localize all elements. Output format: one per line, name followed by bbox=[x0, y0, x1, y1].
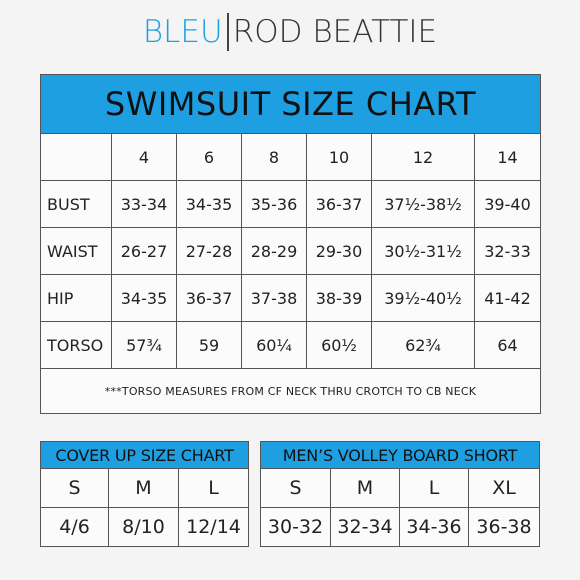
table-cell: 27-28 bbox=[176, 227, 242, 275]
brand-logo: BLEU ROD BEATTIE bbox=[0, 12, 580, 52]
table-cell: 36-37 bbox=[176, 274, 242, 322]
size-header-row: S M L bbox=[40, 468, 249, 508]
empty-corner-cell bbox=[40, 133, 112, 181]
size-header: 8 bbox=[241, 133, 307, 181]
size-header: L bbox=[399, 468, 469, 508]
table-cell: 8/10 bbox=[108, 507, 179, 547]
size-header: XL bbox=[467, 468, 541, 508]
table-cell: 4/6 bbox=[40, 507, 109, 547]
size-header: M bbox=[108, 468, 179, 508]
cover-up-chart-title: COVER UP SIZE CHART bbox=[40, 441, 249, 469]
table-cell: 33-34 bbox=[111, 180, 177, 228]
brand-bleu: BLEU bbox=[142, 14, 223, 50]
table-cell: 32-33 bbox=[474, 227, 541, 275]
size-header-row: 4 6 8 10 12 14 bbox=[40, 133, 541, 181]
table-cell: 34-36 bbox=[399, 507, 469, 547]
table-row: WAIST 26-27 27-28 28-29 29-30 30½-31½ 32… bbox=[40, 227, 541, 275]
size-header: L bbox=[178, 468, 249, 508]
torso-note: ***TORSO MEASURES FROM CF NECK THRU CROT… bbox=[40, 368, 541, 414]
table-row: 30-32 32-34 34-36 36-38 bbox=[260, 507, 541, 547]
table-cell: 37-38 bbox=[241, 274, 307, 322]
size-header: 12 bbox=[371, 133, 475, 181]
table-row: 4/6 8/10 12/14 bbox=[40, 507, 249, 547]
table-cell: 30½-31½ bbox=[371, 227, 475, 275]
table-cell: 60½ bbox=[306, 321, 372, 369]
table-cell: 34-35 bbox=[111, 274, 177, 322]
table-cell: 36-37 bbox=[306, 180, 372, 228]
table-cell: 59 bbox=[176, 321, 242, 369]
volley-chart-title: MEN’S VOLLEY BOARD SHORT bbox=[259, 441, 541, 469]
table-cell: 62¾ bbox=[371, 321, 475, 369]
row-label: HIP bbox=[40, 274, 112, 322]
table-cell: 12/14 bbox=[178, 507, 249, 547]
brand-divider bbox=[226, 13, 229, 51]
table-cell: 36-38 bbox=[467, 507, 541, 547]
table-cell: 26-27 bbox=[111, 227, 177, 275]
table-cell: 39-40 bbox=[474, 180, 541, 228]
size-header: S bbox=[40, 468, 109, 508]
table-cell: 39½-40½ bbox=[371, 274, 475, 322]
table-cell: 37½-38½ bbox=[371, 180, 475, 228]
size-header: 4 bbox=[111, 133, 177, 181]
brand-rod-beattie: ROD BEATTIE bbox=[232, 14, 438, 50]
swimsuit-size-chart: SWIMSUIT SIZE CHART 4 6 8 10 12 14 BUST … bbox=[40, 74, 541, 414]
table-row: BUST 33-34 34-35 35-36 36-37 37½-38½ 39-… bbox=[40, 180, 541, 228]
table-cell: 38-39 bbox=[306, 274, 372, 322]
size-header: S bbox=[260, 468, 331, 508]
table-cell: 64 bbox=[474, 321, 541, 369]
row-label: WAIST bbox=[40, 227, 112, 275]
size-header: 6 bbox=[176, 133, 242, 181]
size-header: 14 bbox=[474, 133, 541, 181]
size-header-row: S M L XL bbox=[260, 468, 541, 508]
size-header: M bbox=[330, 468, 400, 508]
table-cell: 35-36 bbox=[241, 180, 307, 228]
volley-board-short-chart: MEN’S VOLLEY BOARD SHORT S M L XL 30-32 … bbox=[259, 441, 541, 547]
table-cell: 32-34 bbox=[330, 507, 400, 547]
row-label: TORSO bbox=[40, 321, 112, 369]
table-cell: 30-32 bbox=[260, 507, 331, 547]
table-cell: 57¾ bbox=[111, 321, 177, 369]
table-row: HIP 34-35 36-37 37-38 38-39 39½-40½ 41-4… bbox=[40, 274, 541, 322]
table-cell: 41-42 bbox=[474, 274, 541, 322]
table-row: TORSO 57¾ 59 60¼ 60½ 62¾ 64 bbox=[40, 321, 541, 369]
table-cell: 28-29 bbox=[241, 227, 307, 275]
cover-up-size-chart: COVER UP SIZE CHART S M L 4/6 8/10 12/14 bbox=[40, 441, 249, 547]
swimsuit-chart-title: SWIMSUIT SIZE CHART bbox=[40, 74, 541, 134]
table-cell: 34-35 bbox=[176, 180, 242, 228]
table-cell: 60¼ bbox=[241, 321, 307, 369]
size-header: 10 bbox=[306, 133, 372, 181]
table-cell: 29-30 bbox=[306, 227, 372, 275]
row-label: BUST bbox=[40, 180, 112, 228]
